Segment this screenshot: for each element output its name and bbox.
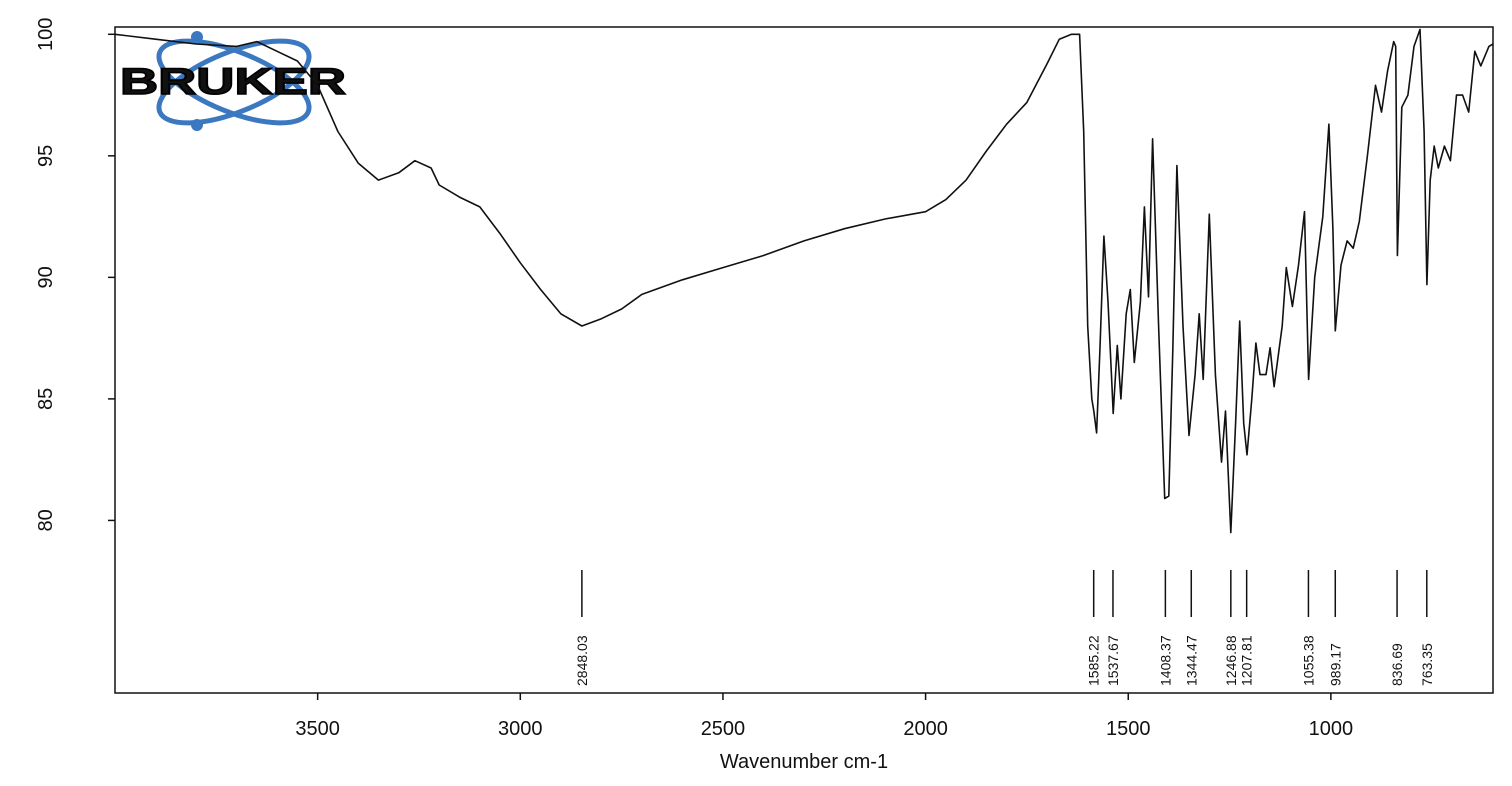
- y-tick-label: 80: [35, 509, 57, 531]
- logo-text: BRUKER: [120, 61, 346, 102]
- peak-label: 1246.88: [1223, 635, 1239, 686]
- peak-label: 836.69: [1389, 643, 1405, 686]
- x-tick-label: 3000: [498, 718, 543, 740]
- x-tick-label: 2000: [903, 718, 948, 740]
- peak-label: 1055.38: [1300, 635, 1316, 686]
- spectrum-line: [114, 28, 1494, 534]
- x-tick-label: 1500: [1106, 718, 1151, 740]
- y-tick-label: 95: [35, 145, 57, 167]
- y-tick-label: 90: [35, 266, 57, 288]
- peak-label: 1344.47: [1183, 635, 1199, 686]
- logo-orbit: [156, 38, 312, 126]
- logo: BRUKER: [119, 31, 347, 131]
- plot-frame: [114, 26, 1494, 694]
- x-tick-label: 3500: [295, 718, 340, 740]
- y-tick-label: 85: [35, 388, 57, 410]
- peak-label: 763.35: [1419, 643, 1435, 686]
- logo-orbit: [156, 38, 312, 126]
- peak-label: 1408.37: [1157, 635, 1173, 686]
- peak-label: 1207.81: [1239, 635, 1255, 686]
- peak-label: 1585.22: [1086, 635, 1102, 686]
- x-tick-label: 2500: [701, 718, 746, 740]
- logo-dot: [191, 119, 203, 131]
- logo-dot: [191, 31, 203, 43]
- peak-label: 989.17: [1327, 643, 1343, 686]
- x-axis-label: Wavenumber cm-1: [720, 751, 888, 773]
- y-tick-label: 100: [35, 18, 57, 51]
- peak-label: 2848.03: [574, 635, 590, 686]
- peak-label: 1537.67: [1105, 635, 1121, 686]
- x-tick-label: 1000: [1309, 718, 1354, 740]
